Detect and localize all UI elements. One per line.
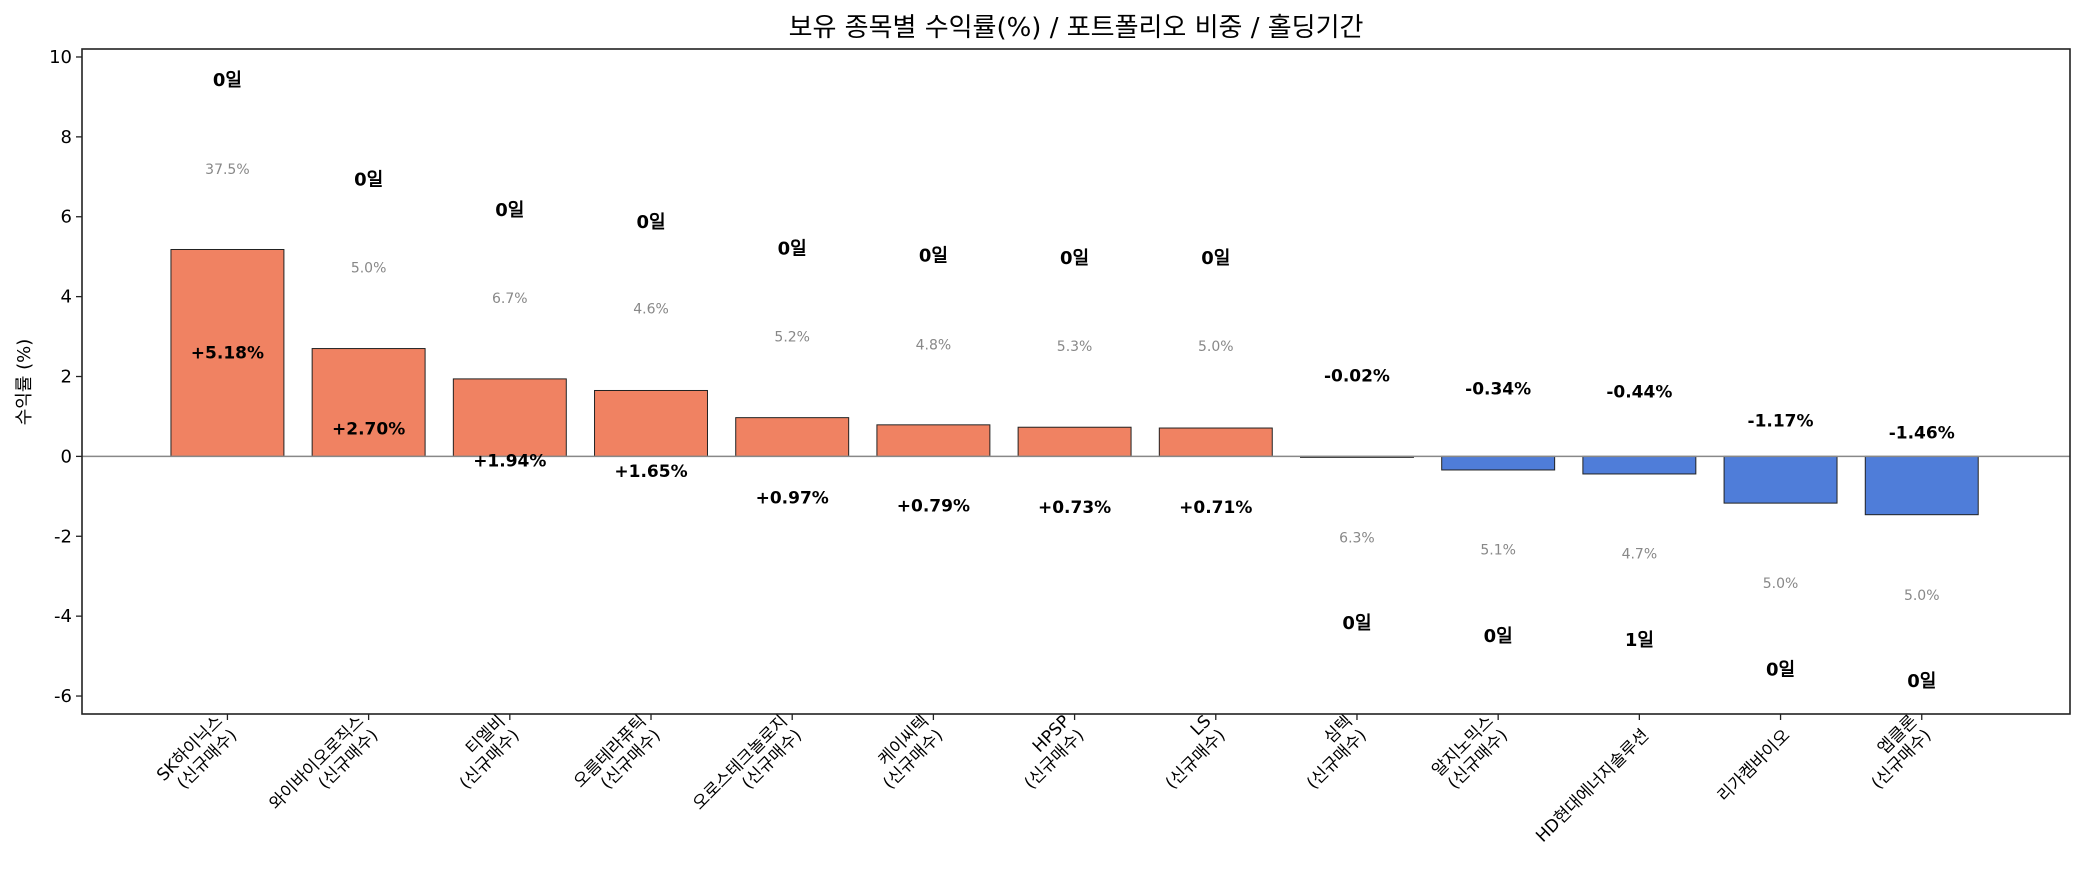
x-tick-label: HD현대에너지솔루션 bbox=[1532, 726, 1653, 847]
x-tick-label: SK하이닉스(신규매수) bbox=[153, 711, 241, 799]
bar bbox=[594, 389, 708, 457]
weight-label: 5.0% bbox=[1763, 576, 1799, 592]
weight-label: 5.0% bbox=[1904, 588, 1940, 604]
weight-label: 5.1% bbox=[1480, 542, 1516, 558]
return-label: +5.18% bbox=[191, 344, 264, 364]
return-label: +0.71% bbox=[1179, 498, 1252, 518]
holding-days-label: 0일 bbox=[919, 245, 948, 266]
bar bbox=[735, 417, 850, 457]
x-tick-label: 케이씨텍(신규매수) bbox=[865, 711, 947, 793]
holding-days-label: 0일 bbox=[354, 170, 383, 191]
bar bbox=[1441, 455, 1556, 471]
bar bbox=[1158, 427, 1273, 457]
weight-label: 37.5% bbox=[205, 162, 249, 178]
bar bbox=[876, 424, 991, 457]
y-tick-label: 8 bbox=[61, 127, 72, 148]
weight-label: 6.3% bbox=[1339, 530, 1375, 546]
x-tick-label: 오로스테크놀로지(신규매수) bbox=[689, 711, 806, 828]
y-tick-label: 2 bbox=[61, 367, 72, 388]
return-label: +2.70% bbox=[332, 419, 405, 439]
weight-label: 4.8% bbox=[916, 338, 952, 354]
weight-label: 5.2% bbox=[774, 330, 810, 346]
x-tick-label-line: HD현대에너지솔루션 bbox=[1532, 726, 1653, 847]
x-tick-label: 알지노믹스(신규매수) bbox=[1428, 711, 1512, 795]
return-label: -1.46% bbox=[1889, 423, 1955, 443]
plot-area: -6 -4 -2 0 2 4 6 8 10 +5.18% 37.5% 0일 SK하이닉스(신규매수) +2… bbox=[49, 47, 2070, 847]
holding-days-label: 1일 bbox=[1625, 630, 1654, 651]
weight-label: 4.6% bbox=[633, 302, 669, 318]
x-tick-label: 와이바이오로직스(신규매수) bbox=[266, 711, 383, 828]
y-axis-label: 수익률 (%) bbox=[14, 339, 35, 426]
plot-frame bbox=[81, 48, 2071, 715]
x-tick-label: LS(신규매수) bbox=[1148, 711, 1230, 793]
return-label: -0.02% bbox=[1324, 366, 1390, 386]
y-tick-label: 10 bbox=[49, 47, 72, 68]
holding-days-label: 0일 bbox=[1060, 248, 1089, 269]
holding-days-label: 0일 bbox=[1484, 626, 1513, 647]
x-tick-label: 오름테라퓨틱(신규매수) bbox=[570, 711, 665, 806]
return-label: -1.17% bbox=[1748, 411, 1814, 431]
weight-label: 5.3% bbox=[1057, 339, 1093, 355]
bar bbox=[1582, 455, 1697, 475]
weight-label: 5.0% bbox=[1198, 339, 1234, 355]
x-tick-label: 심텍(신규매수) bbox=[1289, 711, 1371, 793]
x-tick-label: 리가켐바이오 bbox=[1714, 726, 1794, 806]
weight-label: 4.7% bbox=[1622, 546, 1658, 562]
x-tick-label: 티엘비(신규매수) bbox=[442, 711, 524, 793]
x-tick-label-line: 리가켐바이오 bbox=[1714, 726, 1794, 806]
x-tick-label: 엡클론(신규매수) bbox=[1854, 711, 1936, 793]
weight-label: 5.0% bbox=[351, 260, 387, 276]
y-tick-label: 0 bbox=[61, 446, 72, 467]
holding-days-label: 0일 bbox=[495, 200, 524, 221]
chart-title: 보유 종목별 수익률(%) / 포트폴리오 비중 / 홀딩기간 bbox=[789, 13, 1364, 43]
holding-days-label: 0일 bbox=[1766, 659, 1795, 680]
bar bbox=[170, 248, 285, 457]
return-label: +1.94% bbox=[473, 451, 546, 471]
y-tick-label: 6 bbox=[61, 207, 72, 228]
bar bbox=[1723, 455, 1838, 504]
y-tick-label: -4 bbox=[54, 606, 72, 627]
y-tick-label: -2 bbox=[54, 526, 72, 547]
holding-days-label: 0일 bbox=[1342, 613, 1371, 634]
weight-label: 6.7% bbox=[492, 291, 528, 307]
holding-days-label: 0일 bbox=[778, 239, 807, 260]
bar bbox=[311, 348, 426, 457]
return-label: +1.65% bbox=[614, 462, 687, 482]
return-label: -0.44% bbox=[1606, 382, 1672, 402]
return-label: +0.79% bbox=[897, 497, 970, 517]
holding-days-label: 0일 bbox=[636, 212, 665, 233]
bar bbox=[1017, 426, 1132, 457]
y-tick-label: 4 bbox=[61, 287, 72, 308]
holding-days-label: 0일 bbox=[1907, 671, 1936, 692]
x-tick-label: HPSP(신규매수) bbox=[1006, 711, 1088, 793]
holding-days-label: 0일 bbox=[1201, 248, 1230, 269]
holding-days-label: 0일 bbox=[213, 70, 242, 91]
return-label: +0.73% bbox=[1038, 498, 1111, 518]
bar bbox=[1864, 455, 1979, 516]
bar bbox=[452, 378, 567, 457]
y-tick-label: -6 bbox=[54, 686, 72, 707]
return-label: +0.97% bbox=[756, 489, 829, 509]
return-label: -0.34% bbox=[1465, 379, 1531, 399]
